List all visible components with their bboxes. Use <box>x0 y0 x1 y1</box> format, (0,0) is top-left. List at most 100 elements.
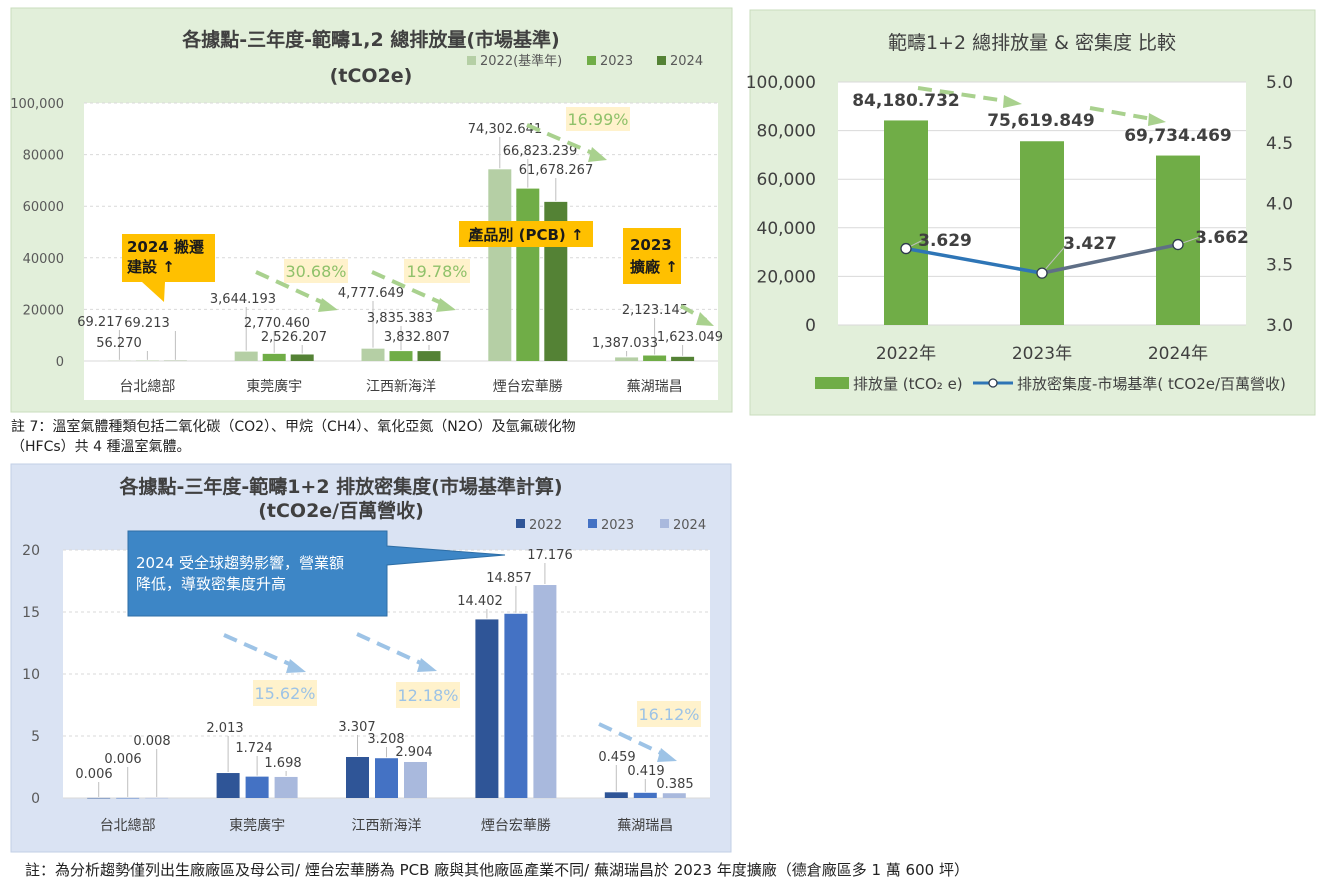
trend-arrow-jiangxi <box>371 270 447 307</box>
chart3-trend-arrows <box>223 632 666 757</box>
chart2-trend-arrowheads <box>1003 95 1166 126</box>
bar <box>662 793 686 798</box>
category-label: 蕪湖瑞昌 <box>617 818 673 834</box>
callout-wuhu-box <box>623 228 681 284</box>
arrowhead-jiangxi <box>436 298 456 312</box>
y-tick-label: 40000 <box>23 252 64 267</box>
pct-tag-dongguan: 15.62% <box>254 684 315 703</box>
legend-label-2023: 2023 <box>600 54 633 69</box>
trend-arrow-dongguan <box>223 633 295 668</box>
line-data-label: 3.427 <box>1063 234 1117 254</box>
callout-yantai-text: 產品別 (PCB) ↑ <box>467 226 583 244</box>
chart2-legend: 排放量 (tCO₂ e) 排放密集度-市場基準( tCO2e/百萬營收) <box>815 375 1286 393</box>
arrowhead-jiangxi <box>417 658 437 672</box>
data-label: 56.270 <box>96 336 142 351</box>
arrowhead-wuhu <box>657 748 677 762</box>
y-tick-label: 0 <box>31 791 40 807</box>
data-label: 3.307 <box>338 720 375 735</box>
callout-global-trend: 2024 受全球趨勢影響，營業額降低，導致密集度升高 <box>127 530 506 617</box>
arrowhead-yantai <box>588 147 607 162</box>
category-label: 東莞廣宇 <box>246 378 302 395</box>
category-label: 台北總部 <box>119 378 175 395</box>
callout-global-trend-box <box>127 530 506 617</box>
category-label: 煙台宏華勝 <box>481 818 551 834</box>
chart1-trend-arrowheads <box>318 147 714 326</box>
callout-taipei-box <box>122 234 215 302</box>
bar <box>417 351 441 361</box>
bar-data-label: 69,734.469 <box>1124 126 1232 146</box>
y-tick-label-left: 60,000 <box>757 170 816 190</box>
bar <box>633 792 657 798</box>
bar <box>1020 141 1064 325</box>
data-label: 3,835.383 <box>367 311 433 326</box>
data-label: 0.006 <box>104 752 141 767</box>
bar <box>290 354 314 361</box>
callout-taipei: 2024 搬遷建設 ↑ <box>122 234 215 302</box>
intensity-point <box>900 242 912 255</box>
bar <box>116 797 140 799</box>
category-label: 江西新海洋 <box>366 379 436 395</box>
callout-wuhu: 2023 擴廠 ↑ <box>623 228 681 284</box>
leader-line <box>1041 242 1069 274</box>
y-tick-label-left: 80,000 <box>757 122 816 142</box>
data-label: 0.006 <box>75 767 112 782</box>
data-label: 0.459 <box>598 750 635 765</box>
chart2-trend-arrows <box>917 86 1153 121</box>
callout-yantai: 產品別 (PCB) ↑ <box>459 221 593 247</box>
y-tick-label: 15 <box>22 605 40 621</box>
arrowhead-dongguan <box>286 659 306 673</box>
bar <box>216 773 240 798</box>
data-label: 69.217 <box>77 315 123 330</box>
bar <box>389 351 413 361</box>
legend-swatch-2023 <box>588 519 597 528</box>
legend-label-2024: 2024 <box>670 54 703 69</box>
y-tick-label-right: 4.0 <box>1266 195 1293 215</box>
data-label: 69.213 <box>124 316 170 331</box>
data-label: 3,644.193 <box>210 292 276 307</box>
bar <box>671 356 695 361</box>
bar <box>245 776 269 798</box>
data-label: 66,823.239 <box>503 144 577 159</box>
legend-swatch-2022 <box>516 519 525 528</box>
callout-taipei-text: 2024 搬遷建設 ↑ <box>127 238 204 276</box>
legend-swatch-2024 <box>657 56 666 65</box>
category-label: 2023年 <box>1012 344 1072 364</box>
pct-tag-jiangxi: 19.78% <box>406 262 467 281</box>
pct-tag-wuhu-bg <box>637 701 701 727</box>
pct-tag-jiangxi-bg <box>396 682 460 708</box>
y-tick-label-right: 3.5 <box>1266 255 1293 275</box>
data-label: 2.013 <box>206 721 243 736</box>
callout-yantai-box <box>459 221 593 247</box>
note-7-line-1: 註 7：溫室氣體種類包括二氧化碳（CO2）、甲烷（CH4）、氧化亞氮（N2O）及… <box>11 419 576 435</box>
bar <box>234 351 258 361</box>
y-tick-label-right: 3.0 <box>1266 316 1293 336</box>
trend-arrow-dongguan <box>255 270 329 307</box>
category-label: 東莞廣宇 <box>229 817 285 834</box>
legend-label-2022: 2022 <box>529 518 562 533</box>
pct-tag-dongguan-bg <box>253 680 317 706</box>
callout-line: 2024 搬遷 <box>127 238 204 256</box>
bar <box>488 169 512 361</box>
category-label: 2024年 <box>1148 344 1208 364</box>
bar <box>404 761 427 798</box>
callout-wuhu-text: 2023 擴廠 ↑ <box>630 236 678 276</box>
callout-line: 2024 受全球趨勢影響，營業額 <box>136 554 344 572</box>
legend-swatch-2022 <box>467 56 476 65</box>
data-label: 14.857 <box>486 571 532 586</box>
y-tick-label: 0 <box>56 355 64 370</box>
legend-swatch-emissions <box>815 377 849 389</box>
chart2-title: 範疇1+2 總排放量 & 密集度 比較 <box>888 32 1176 54</box>
legend-label-emissions: 排放量 (tCO₂ e) <box>853 375 963 393</box>
y-tick-label: 10 <box>22 667 40 683</box>
trend-arrow-wuhu <box>598 722 666 757</box>
callout-line: 建設 ↑ <box>127 258 175 276</box>
trend-arrow-2023-2024 <box>1089 106 1153 121</box>
legend-label-2024: 2024 <box>673 518 706 533</box>
y-tick-label-left: 0 <box>805 316 816 336</box>
data-label: 74,302.641 <box>468 122 542 137</box>
pct-tag-jiangxi-bg <box>404 259 470 283</box>
y-tick-label: 20000 <box>23 303 64 318</box>
intensity-point <box>1172 238 1184 251</box>
chart1-legend: 2022(基準年) 2023 2024 <box>467 53 703 69</box>
